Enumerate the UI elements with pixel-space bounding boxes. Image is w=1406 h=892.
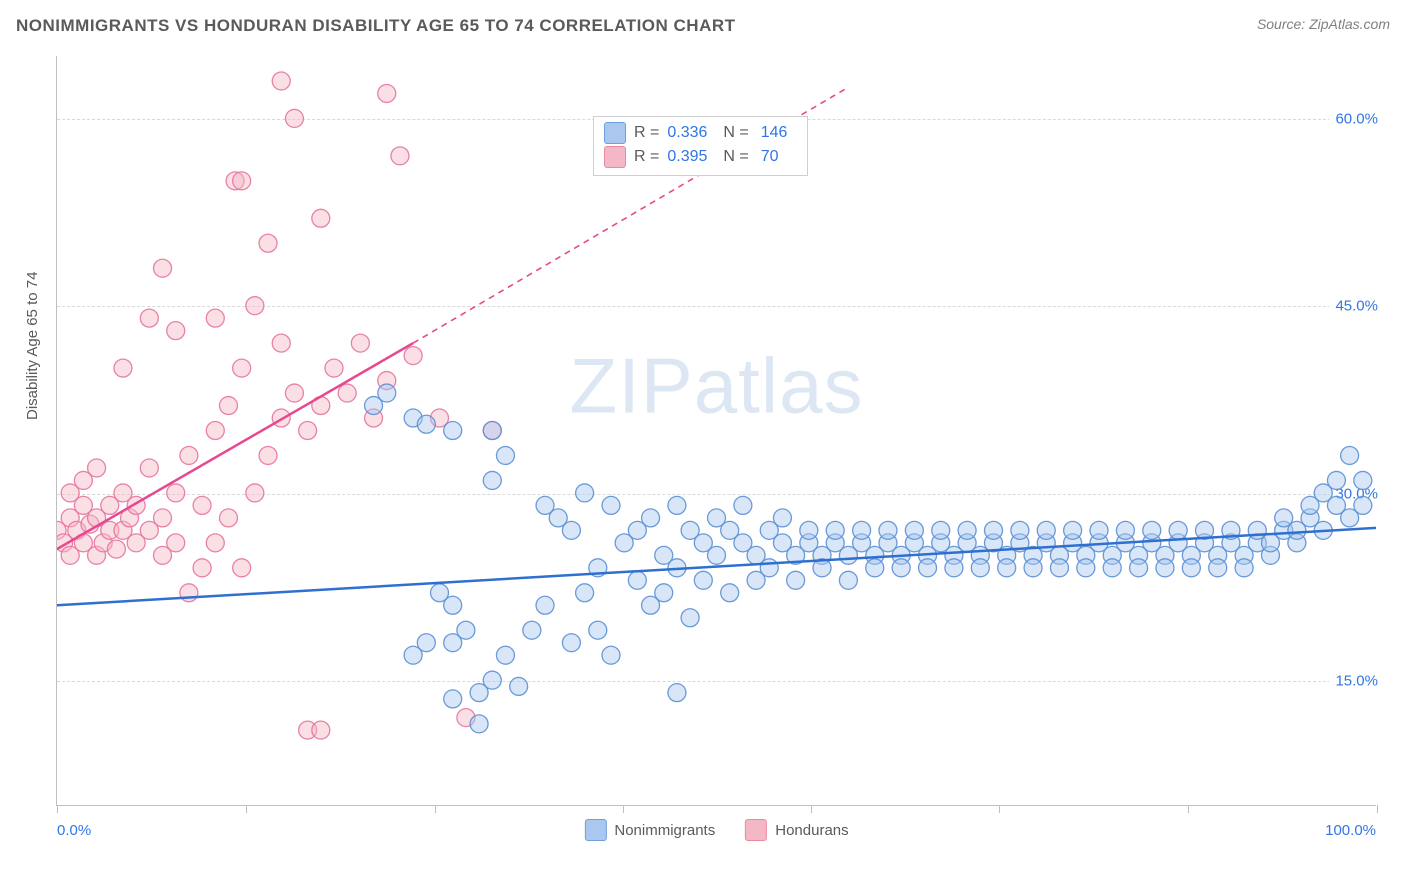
legend-row: R =0.395N =70 <box>604 145 795 169</box>
series-legend-item: Hondurans <box>745 819 848 841</box>
x-tick <box>1188 805 1189 813</box>
x-tick <box>811 805 812 813</box>
legend-swatch <box>604 122 626 144</box>
y-axis-label: Disability Age 65 to 74 <box>24 272 41 420</box>
series-legend-item: Nonimmigrants <box>584 819 715 841</box>
legend-swatch <box>745 819 767 841</box>
x-tick <box>57 805 58 813</box>
series-legend-label: Nonimmigrants <box>614 822 715 839</box>
x-min-label: 0.0% <box>57 822 91 839</box>
correlation-legend: R =0.336N =146R =0.395N =70 <box>593 116 808 176</box>
x-tick <box>435 805 436 813</box>
legend-swatch <box>604 146 626 168</box>
chart-title: NONIMMIGRANTS VS HONDURAN DISABILITY AGE… <box>16 16 736 36</box>
title-bar: NONIMMIGRANTS VS HONDURAN DISABILITY AGE… <box>16 16 1390 36</box>
x-tick <box>1377 805 1378 813</box>
source-label: Source: ZipAtlas.com <box>1257 16 1390 32</box>
x-tick <box>999 805 1000 813</box>
series-legend: Nonimmigrants Hondurans <box>584 819 848 841</box>
x-max-label: 100.0% <box>1325 822 1376 839</box>
legend-row: R =0.336N =146 <box>604 121 795 145</box>
legend-swatch <box>584 819 606 841</box>
series-legend-label: Hondurans <box>775 822 848 839</box>
x-tick <box>246 805 247 813</box>
x-tick <box>623 805 624 813</box>
plot-area: ZIPatlas R =0.336N =146R =0.395N =70 Non… <box>56 56 1376 806</box>
